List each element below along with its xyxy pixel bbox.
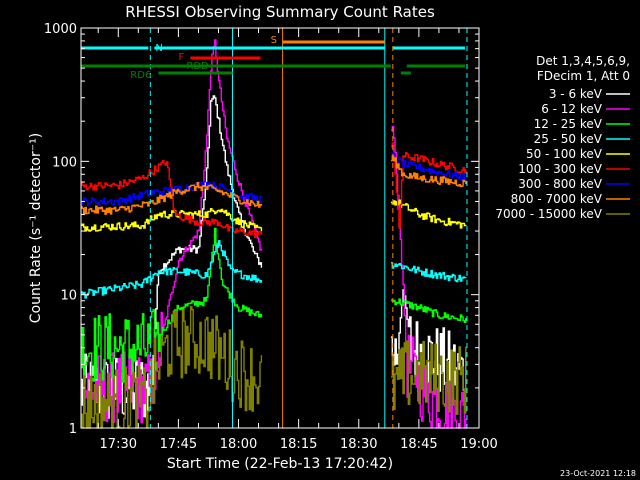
series-line-9-part-2 <box>391 340 467 415</box>
legend-header-line-2: FDecim 1, Att 0 <box>537 69 630 83</box>
x-axis-label: Start Time (22-Feb-13 17:20:42) <box>167 456 393 472</box>
legend-entry-label-8: 800 - 7000 keV <box>511 192 603 206</box>
y-tick-label-4: 1000 <box>44 22 77 37</box>
x-tick-label-7: 19:00 <box>460 437 497 452</box>
legend-entry-label-9: 7000 - 15000 keV <box>495 207 602 221</box>
series-line-8-part-1 <box>81 182 263 215</box>
y-tick-label-2: 10 <box>60 289 77 304</box>
series-line-4-part-1 <box>81 240 263 299</box>
x-tick-label-2: 17:45 <box>160 437 197 452</box>
legend-header-line-1: Det 1,3,4,5,6,9, <box>536 54 630 68</box>
x-tick-label-3: 18:00 <box>220 437 257 452</box>
axes-frame <box>80 27 480 429</box>
legend-entry-label-2: 6 - 12 keV <box>541 102 603 116</box>
legend-entry-label-6: 100 - 300 keV <box>518 162 602 176</box>
x-tick-label-4: 18:15 <box>280 437 317 452</box>
series-line-2-part-1 <box>81 39 263 424</box>
chart-title: RHESSI Observing Summary Count Rates <box>125 3 435 21</box>
y-tick-label-1: 1 <box>69 422 77 437</box>
flag-label-rdd: RDD <box>186 61 209 72</box>
flag-label-f: F <box>178 52 184 63</box>
legend-entry-label-5: 50 - 100 keV <box>526 147 603 161</box>
legend-entry-label-7: 300 - 800 keV <box>518 177 602 191</box>
legend-entry-label-3: 12 - 25 keV <box>534 117 603 131</box>
series-line-4-part-2 <box>391 262 467 283</box>
legend-entry-label-4: 25 - 50 keV <box>534 132 603 146</box>
series-line-7-part-2 <box>391 152 467 181</box>
flag-label-n: N <box>155 43 162 54</box>
series-line-6-part-2 <box>391 142 467 229</box>
y-axis-label: Count Rate (s⁻¹ detector⁻¹) <box>28 133 44 323</box>
timestamp: 23-Oct-2021 12:18 <box>560 469 636 478</box>
series-line-6-part-1 <box>81 160 263 238</box>
series-line-5-part-1 <box>81 208 263 235</box>
series-line-3-part-2 <box>391 298 467 323</box>
y-tick-label-3: 100 <box>52 155 77 170</box>
x-tick-label-6: 18:45 <box>400 437 437 452</box>
flag-label-rd6: RD6 <box>130 70 151 81</box>
x-tick-label-1: 17:30 <box>100 437 137 452</box>
series-line-5-part-2 <box>391 199 467 229</box>
series-line-8-part-2 <box>391 155 467 188</box>
flag-label-s: S <box>271 35 277 46</box>
plot-area: N F S RDD RD6 1 10 100 1000 17:30 17:45 18:00 18:15 1… <box>44 22 498 452</box>
series-line-9-part-1 <box>81 306 263 429</box>
legend-entry-label-1: 3 - 6 keV <box>549 87 603 101</box>
x-tick-label-5: 18:30 <box>340 437 377 452</box>
